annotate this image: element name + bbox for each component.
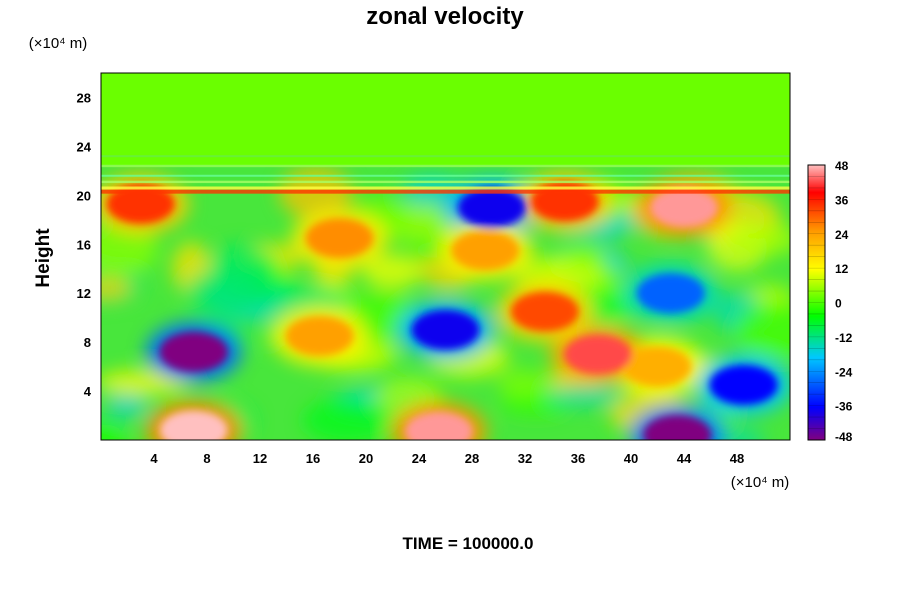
- velocity-feature: [159, 410, 228, 440]
- velocity-feature: [636, 273, 705, 314]
- field-texture: [101, 424, 125, 440]
- y-tick-label: 16: [77, 237, 91, 252]
- x-unit-label: (×10⁴ m): [731, 474, 790, 491]
- y-ticks: 4 8 12 16 20 24 28: [77, 90, 92, 399]
- velocity-feature: [404, 411, 473, 440]
- x-tick-label: 4: [150, 451, 158, 466]
- velocity-feature: [411, 309, 480, 350]
- field-texture: [185, 267, 276, 318]
- field-texture: [101, 275, 132, 301]
- field-texture: [101, 222, 159, 276]
- colorbar-tick-label: 0: [835, 297, 842, 311]
- tropopause-band: [101, 180, 790, 184]
- colorbar-tick-label: 24: [835, 228, 849, 242]
- y-unit-label: (×10⁴ m): [29, 35, 88, 52]
- y-tick-label: 12: [77, 286, 91, 301]
- velocity-feature: [623, 346, 692, 387]
- velocity-feature: [305, 218, 374, 259]
- y-tick-label: 4: [84, 384, 92, 399]
- field-texture: [303, 397, 392, 440]
- field-texture: [498, 369, 550, 398]
- colorbar-tick-label: 12: [835, 262, 849, 276]
- velocity-feature: [643, 415, 712, 440]
- velocity-feature: [106, 183, 175, 224]
- x-tick-label: 20: [359, 451, 373, 466]
- colorbar-tick-label: -48: [835, 430, 853, 444]
- y-tick-label: 24: [77, 139, 92, 154]
- plot-frame: [100, 72, 791, 441]
- field-texture: [362, 253, 423, 289]
- colorbar-frame: [807, 164, 826, 441]
- chart-title: zonal velocity: [366, 3, 524, 30]
- x-tick-label: 12: [253, 451, 267, 466]
- colorbar-tick-label: -36: [835, 400, 853, 414]
- x-tick-label: 40: [624, 451, 638, 466]
- heatmap-field: [101, 73, 790, 440]
- tropopause-band: [101, 155, 790, 158]
- x-tick-label: 48: [730, 451, 744, 466]
- x-tick-label: 8: [203, 451, 210, 466]
- y-tick-label: 28: [77, 90, 91, 105]
- x-tick-label: 32: [518, 451, 532, 466]
- field-texture: [735, 302, 790, 358]
- y-axis-label: Height: [33, 228, 54, 288]
- tropopause-band: [101, 189, 790, 194]
- field-texture: [546, 385, 620, 407]
- tropopause-band: [101, 164, 790, 168]
- stratosphere-layer: [101, 73, 790, 165]
- colorbar-tick-label: -24: [835, 365, 853, 379]
- colorbar-tick-label: 36: [835, 193, 849, 207]
- y-tick-label: 20: [77, 188, 91, 203]
- velocity-feature: [285, 316, 354, 357]
- x-tick-label: 28: [465, 451, 479, 466]
- time-footer: TIME = 100000.0: [403, 534, 534, 553]
- field-texture: [564, 245, 607, 267]
- colorbar: 48 36 24 12 0 -12 -24 -36 -48: [807, 159, 853, 444]
- y-tick-label: 8: [84, 335, 91, 350]
- x-ticks: 4 8 12 16 20 24 28 32 36 40 44 48: [150, 451, 744, 466]
- colorbar-tick-label: 48: [835, 159, 849, 173]
- velocity-feature: [510, 291, 579, 332]
- velocity-feature: [563, 334, 632, 375]
- tropopause-band: [101, 186, 790, 190]
- velocity-feature: [709, 364, 778, 405]
- field-texture: [105, 394, 148, 418]
- colorbar-tick-label: -12: [835, 331, 853, 345]
- x-tick-label: 16: [306, 451, 320, 466]
- velocity-feature: [159, 331, 228, 372]
- field-texture: [728, 222, 790, 256]
- velocity-feature: [451, 230, 520, 271]
- x-tick-label: 24: [412, 451, 427, 466]
- velocity-feature: [650, 187, 718, 228]
- x-tick-label: 36: [571, 451, 585, 466]
- x-tick-label: 44: [677, 451, 692, 466]
- colorbar-gradient: [808, 165, 825, 440]
- velocity-feature: [457, 187, 526, 228]
- tropopause-band: [101, 174, 790, 177]
